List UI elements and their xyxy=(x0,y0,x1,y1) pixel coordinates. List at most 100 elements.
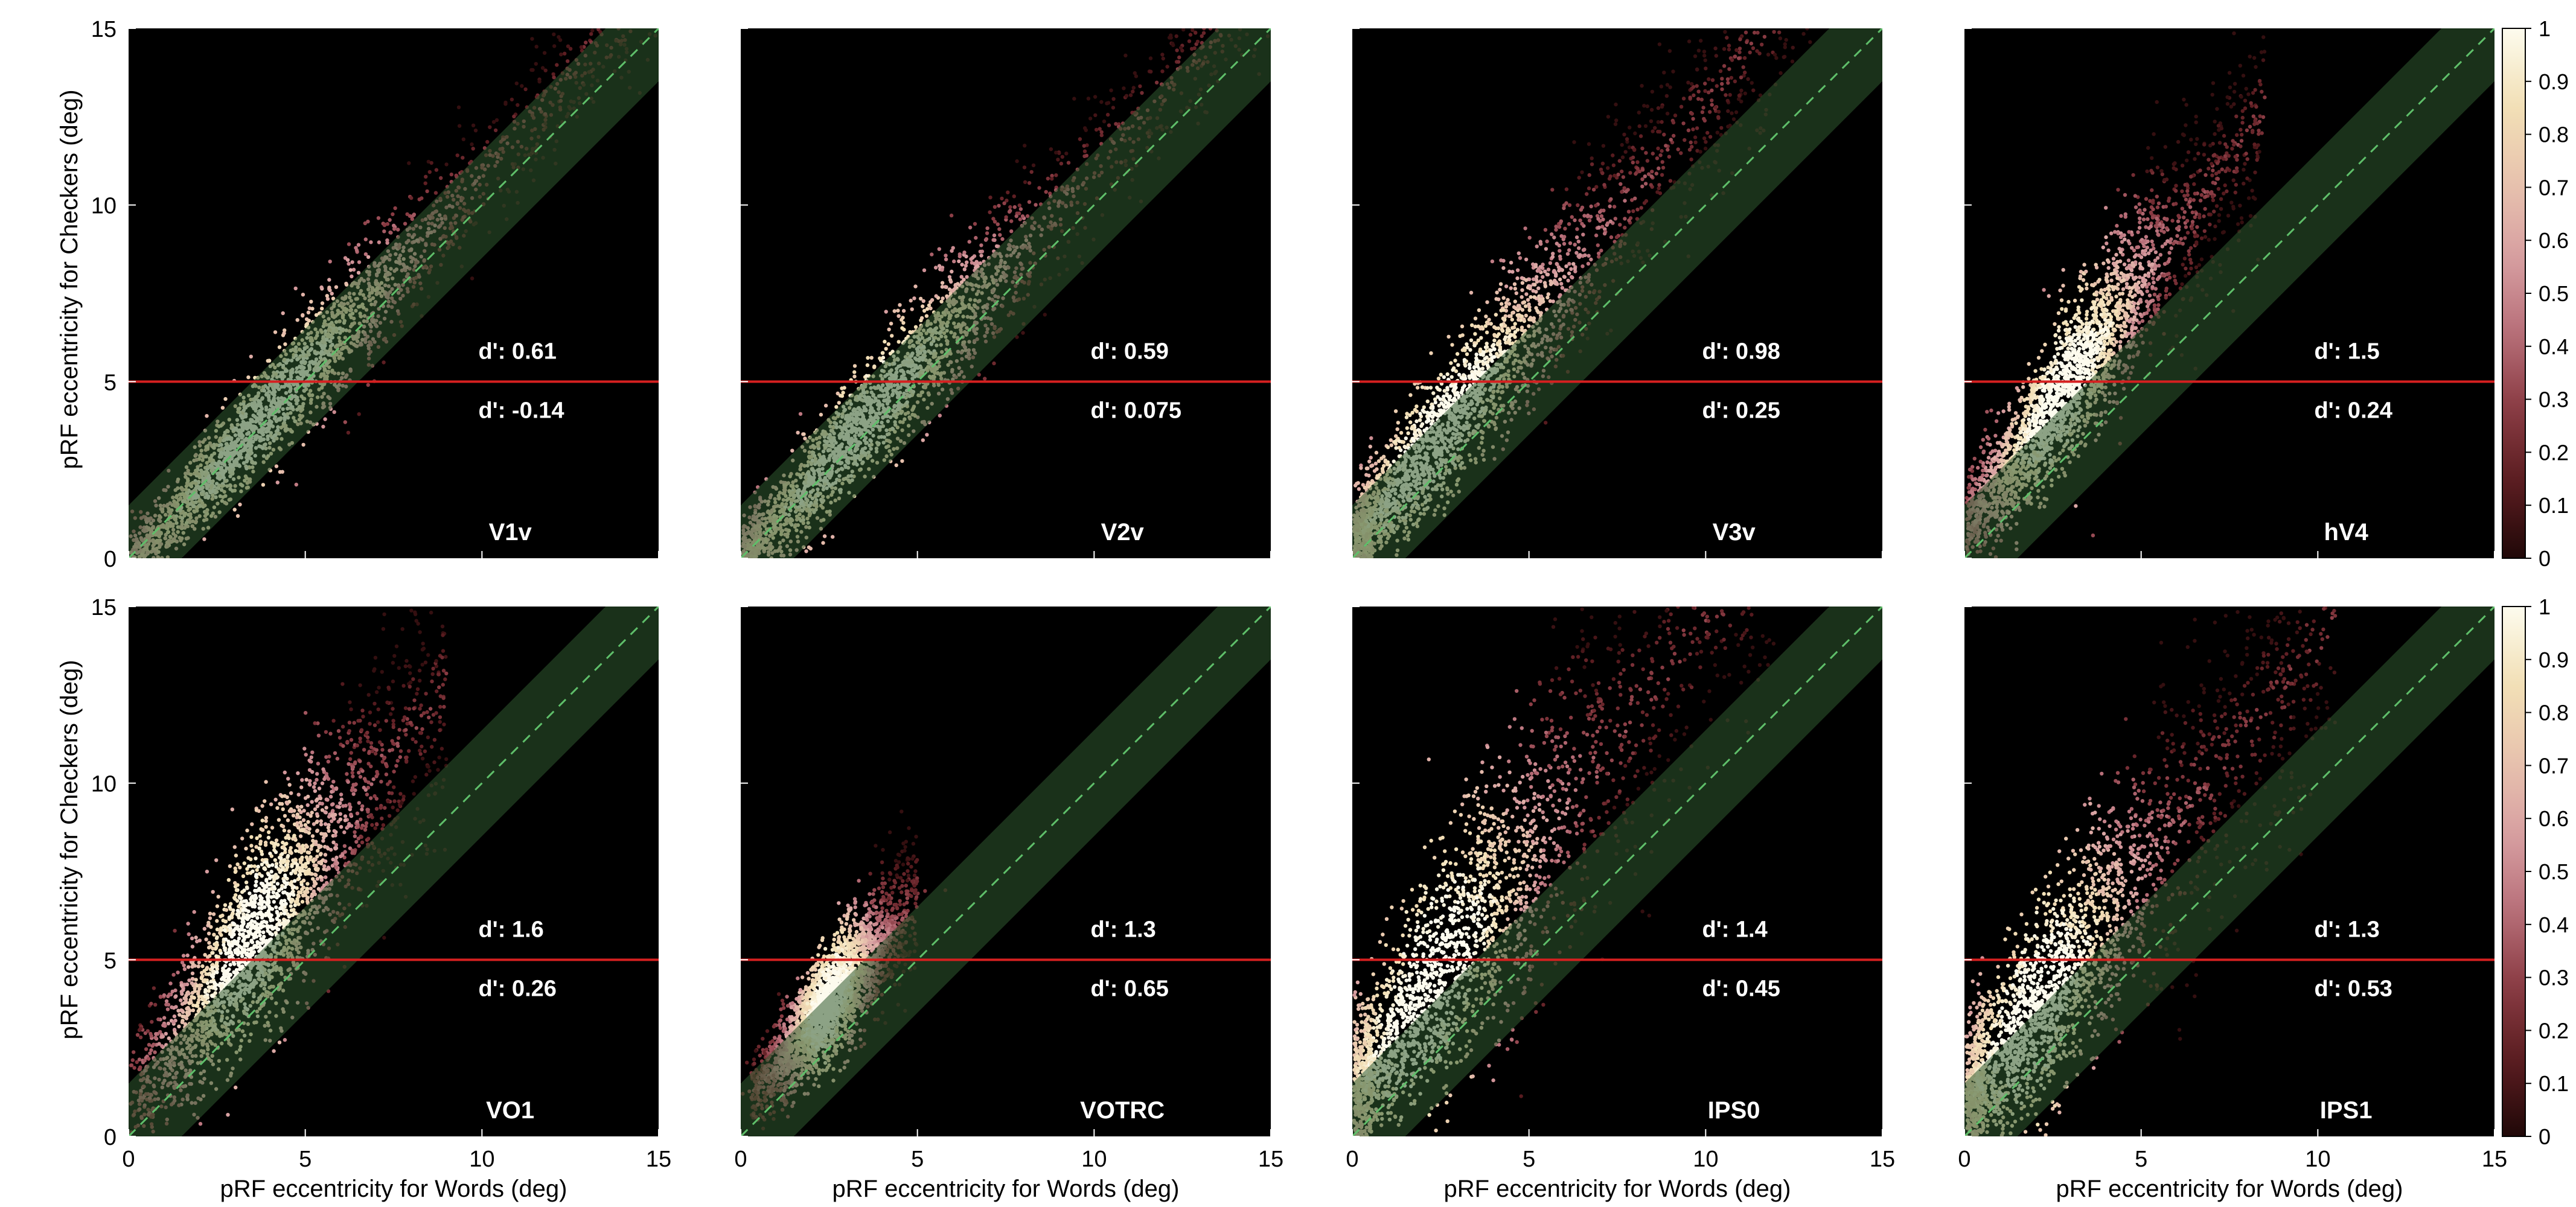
scatter-point xyxy=(994,244,999,249)
scatter-point xyxy=(952,259,956,264)
scatter-point xyxy=(924,314,929,318)
identity-line xyxy=(129,28,659,558)
scatter-point xyxy=(888,351,893,355)
scatter-point xyxy=(1023,180,1028,184)
scatter-point xyxy=(1046,176,1050,181)
scatter-point xyxy=(933,266,938,270)
scatter-point xyxy=(407,161,411,165)
scatter-point xyxy=(1495,290,1499,295)
scatter-point xyxy=(802,432,806,436)
scatter-point xyxy=(1699,39,1703,43)
scatter-point xyxy=(872,365,877,369)
scatter-point xyxy=(363,221,367,226)
scatter-point xyxy=(356,270,361,275)
scatter-point xyxy=(823,403,828,408)
scatter-point xyxy=(883,339,887,344)
scatter-point xyxy=(1029,170,1034,174)
scatter-point xyxy=(295,318,299,322)
scatter-point xyxy=(470,276,475,281)
scatter-point xyxy=(301,293,305,297)
scatter-point xyxy=(1177,55,1181,60)
scatter-point xyxy=(807,545,811,550)
scatter-point xyxy=(1138,84,1142,89)
scatter-point xyxy=(356,243,361,247)
y-tick-label: 10 xyxy=(91,194,117,219)
scatter-point xyxy=(925,433,929,437)
scatter-point xyxy=(1134,74,1139,78)
scatter-point xyxy=(366,219,370,224)
scatter-point xyxy=(590,28,595,33)
scatter-point xyxy=(357,260,362,264)
scatter-point xyxy=(1169,36,1173,40)
scatter-point xyxy=(223,396,228,401)
scatter-point xyxy=(568,46,573,51)
scatter-point xyxy=(865,374,869,378)
scatter-point xyxy=(852,374,857,379)
scatter-point xyxy=(1114,122,1118,126)
scatter-point xyxy=(834,405,839,409)
scatter-point xyxy=(998,233,1002,237)
scatter-point xyxy=(1165,65,1169,69)
scatter-point xyxy=(1154,80,1159,84)
scatter-point xyxy=(1111,97,1116,101)
scatter-point xyxy=(1049,147,1053,151)
scatter-point xyxy=(950,249,954,253)
scatter-point xyxy=(1188,33,1193,37)
scatter-point xyxy=(396,228,400,232)
scatter-point xyxy=(1720,77,1724,81)
scatter-point xyxy=(852,370,857,374)
scatter-point xyxy=(347,242,351,246)
scatter-point xyxy=(1105,101,1109,106)
scatter-point xyxy=(388,218,392,222)
scatter-point xyxy=(1000,196,1004,201)
scatter-point xyxy=(992,220,997,224)
scatter-point xyxy=(908,330,912,334)
scatter-point xyxy=(1086,97,1091,101)
scatter-point xyxy=(984,237,989,241)
scatter-point xyxy=(927,303,932,308)
scatter-point xyxy=(898,303,902,307)
scatter-point xyxy=(894,463,898,468)
scatter-point xyxy=(928,306,933,311)
scatter-point xyxy=(426,159,430,164)
scatter-point xyxy=(439,176,443,180)
scatter-point xyxy=(988,210,992,214)
scatter-point xyxy=(427,170,432,174)
scatter-point xyxy=(1597,251,1601,256)
scatter-point xyxy=(320,301,325,305)
scatter-point xyxy=(947,275,952,279)
scatter-point xyxy=(1027,181,1032,185)
scatter-point xyxy=(1194,31,1198,35)
scatter-point xyxy=(919,316,924,320)
scatter-point xyxy=(979,243,983,247)
scatter-point xyxy=(345,258,350,262)
scatter-point xyxy=(314,313,319,317)
scatter-point xyxy=(385,221,390,226)
scatter-point xyxy=(283,328,287,333)
scatter-point xyxy=(559,53,563,57)
scatter-point xyxy=(320,307,324,311)
scatter-point xyxy=(1200,34,1204,38)
scatter-point xyxy=(953,284,957,288)
scatter-point xyxy=(552,75,556,80)
scatter-point xyxy=(391,212,395,217)
scatter-point xyxy=(1099,130,1104,135)
scatter-point xyxy=(1020,214,1025,218)
scatter-point xyxy=(1057,151,1061,155)
scatter-point xyxy=(822,534,827,538)
scatter-point xyxy=(1433,400,1437,404)
scatter-point xyxy=(423,181,427,185)
scatter-point xyxy=(325,297,330,301)
scatter-point xyxy=(925,307,930,311)
scatter-point xyxy=(579,45,584,49)
scatter-point xyxy=(327,278,331,282)
scatter-point xyxy=(1739,100,1743,104)
scatter-point xyxy=(1105,112,1110,117)
scatter-point xyxy=(940,267,944,272)
scatter-point xyxy=(552,32,556,37)
scatter-point xyxy=(1417,418,1422,422)
scatter-point xyxy=(389,231,393,235)
scatter-point xyxy=(939,299,944,304)
scatter-point xyxy=(1015,159,1019,164)
